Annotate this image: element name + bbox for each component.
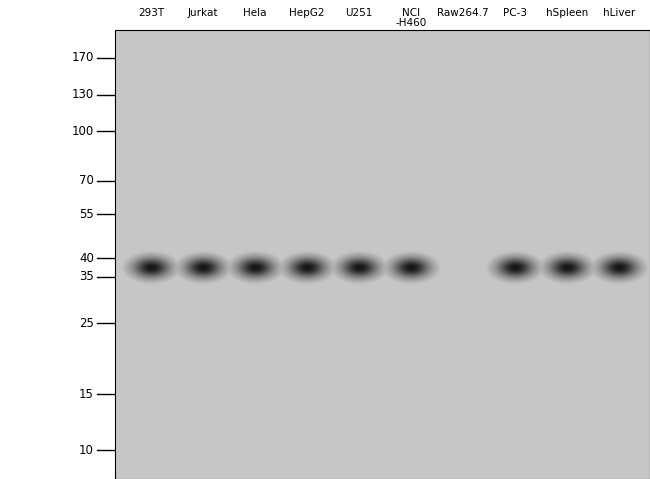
Bar bbox=[0, 0, 115, 479]
Text: 35: 35 bbox=[79, 270, 94, 283]
Text: Hela: Hela bbox=[243, 8, 266, 18]
Text: 15: 15 bbox=[79, 388, 94, 400]
Text: Raw264.7: Raw264.7 bbox=[437, 8, 489, 18]
Text: 70: 70 bbox=[79, 174, 94, 187]
Text: hSpleen: hSpleen bbox=[546, 8, 588, 18]
Bar bbox=[115, 30, 650, 479]
Text: 130: 130 bbox=[72, 88, 94, 101]
Text: 10: 10 bbox=[79, 444, 94, 457]
Text: PC-3: PC-3 bbox=[503, 8, 527, 18]
Text: 40: 40 bbox=[79, 251, 94, 265]
Text: U251: U251 bbox=[345, 8, 372, 18]
Text: Jurkat: Jurkat bbox=[188, 8, 218, 18]
Text: hLiver: hLiver bbox=[603, 8, 635, 18]
Text: 293T: 293T bbox=[138, 8, 164, 18]
Text: 100: 100 bbox=[72, 125, 94, 137]
Bar bbox=[115, 30, 650, 479]
Text: 170: 170 bbox=[72, 51, 94, 64]
Text: 25: 25 bbox=[79, 317, 94, 330]
Text: -H460: -H460 bbox=[395, 18, 426, 28]
Text: 55: 55 bbox=[79, 207, 94, 220]
Text: HepG2: HepG2 bbox=[289, 8, 325, 18]
Text: NCI: NCI bbox=[402, 8, 420, 18]
